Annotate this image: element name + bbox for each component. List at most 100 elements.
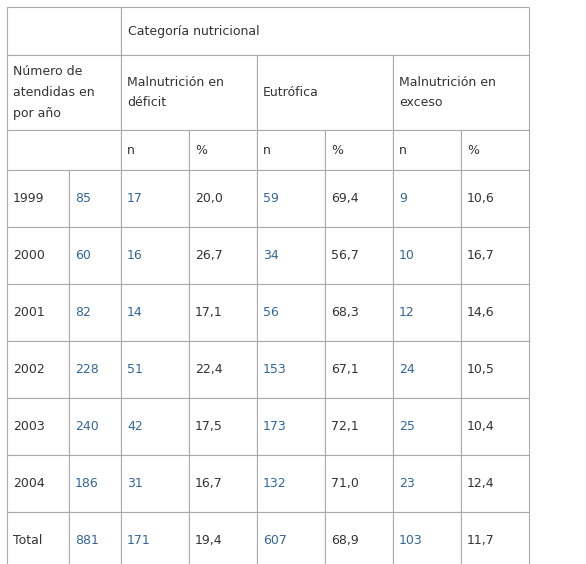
Bar	[461, 284, 529, 341]
Bar	[325, 341, 393, 398]
Bar	[257, 55, 393, 130]
Bar	[325, 512, 393, 564]
Text: 1999: 1999	[13, 192, 45, 205]
Text: 10,4: 10,4	[467, 420, 495, 433]
Text: 20,0: 20,0	[195, 192, 223, 205]
Bar	[69, 284, 121, 341]
Text: 2000: 2000	[13, 249, 45, 262]
Text: 26,7: 26,7	[195, 249, 223, 262]
Bar	[69, 341, 121, 398]
Bar	[7, 55, 121, 130]
Text: 17: 17	[127, 192, 143, 205]
Bar	[7, 455, 69, 512]
Bar	[121, 512, 189, 564]
Bar	[7, 398, 69, 455]
Text: 31: 31	[127, 477, 143, 490]
Text: 22,4: 22,4	[195, 363, 223, 376]
Text: atendidas en: atendidas en	[13, 86, 94, 99]
Text: 56: 56	[263, 306, 279, 319]
Text: 2003: 2003	[13, 420, 45, 433]
Text: 67,1: 67,1	[331, 363, 359, 376]
Bar	[121, 170, 189, 227]
Text: 171: 171	[127, 534, 151, 547]
Text: Categoría nutricional: Categoría nutricional	[128, 24, 260, 37]
Bar	[461, 130, 529, 170]
Text: 19,4: 19,4	[195, 534, 223, 547]
Text: 69,4: 69,4	[331, 192, 359, 205]
Bar	[69, 398, 121, 455]
Bar	[69, 170, 121, 227]
Text: 10,5: 10,5	[467, 363, 495, 376]
Text: 59: 59	[263, 192, 279, 205]
Bar	[325, 398, 393, 455]
Text: 173: 173	[263, 420, 287, 433]
Text: 240: 240	[75, 420, 99, 433]
Bar	[189, 512, 257, 564]
Text: 12: 12	[399, 306, 415, 319]
Bar	[393, 398, 461, 455]
Text: déficit: déficit	[127, 96, 166, 109]
Bar	[7, 7, 121, 55]
Text: 34: 34	[263, 249, 279, 262]
Bar	[7, 130, 121, 170]
Bar	[393, 284, 461, 341]
Bar	[7, 284, 69, 341]
Text: 186: 186	[75, 477, 99, 490]
Bar	[257, 341, 325, 398]
Bar	[7, 170, 69, 227]
Bar	[121, 455, 189, 512]
Bar	[121, 398, 189, 455]
Bar	[121, 55, 257, 130]
Bar	[189, 284, 257, 341]
Text: 23: 23	[399, 477, 415, 490]
Text: n: n	[263, 143, 271, 156]
Bar	[7, 341, 69, 398]
Text: 60: 60	[75, 249, 91, 262]
Bar	[461, 227, 529, 284]
Text: Malnutrición en: Malnutrición en	[127, 76, 224, 89]
Text: 17,5: 17,5	[195, 420, 223, 433]
Text: Número de: Número de	[13, 65, 83, 78]
Text: 72,1: 72,1	[331, 420, 359, 433]
Text: Eutrófica: Eutrófica	[263, 86, 319, 99]
Text: 14,6: 14,6	[467, 306, 495, 319]
Text: %: %	[331, 143, 343, 156]
Text: 11,7: 11,7	[467, 534, 495, 547]
Bar	[69, 512, 121, 564]
Text: 9: 9	[399, 192, 407, 205]
Bar	[461, 512, 529, 564]
Bar	[257, 398, 325, 455]
Bar	[257, 130, 325, 170]
Bar	[257, 227, 325, 284]
Text: Malnutrición en: Malnutrición en	[399, 76, 496, 89]
Text: %: %	[195, 143, 207, 156]
Text: 25: 25	[399, 420, 415, 433]
Bar	[189, 227, 257, 284]
Text: 17,1: 17,1	[195, 306, 223, 319]
Bar	[393, 55, 529, 130]
Bar	[189, 455, 257, 512]
Text: 881: 881	[75, 534, 99, 547]
Text: 103: 103	[399, 534, 423, 547]
Text: 228: 228	[75, 363, 99, 376]
Text: 16: 16	[127, 249, 143, 262]
Text: exceso: exceso	[399, 96, 442, 109]
Text: 82: 82	[75, 306, 91, 319]
Text: 24: 24	[399, 363, 415, 376]
Bar	[393, 455, 461, 512]
Bar	[189, 130, 257, 170]
Text: 153: 153	[263, 363, 287, 376]
Bar	[393, 227, 461, 284]
Text: n: n	[399, 143, 407, 156]
Bar	[7, 512, 69, 564]
Bar	[461, 455, 529, 512]
Bar	[393, 512, 461, 564]
Text: 42: 42	[127, 420, 143, 433]
Text: 2001: 2001	[13, 306, 45, 319]
Bar	[69, 455, 121, 512]
Text: 16,7: 16,7	[195, 477, 223, 490]
Text: 68,3: 68,3	[331, 306, 359, 319]
Bar	[393, 130, 461, 170]
Bar	[69, 227, 121, 284]
Bar	[393, 341, 461, 398]
